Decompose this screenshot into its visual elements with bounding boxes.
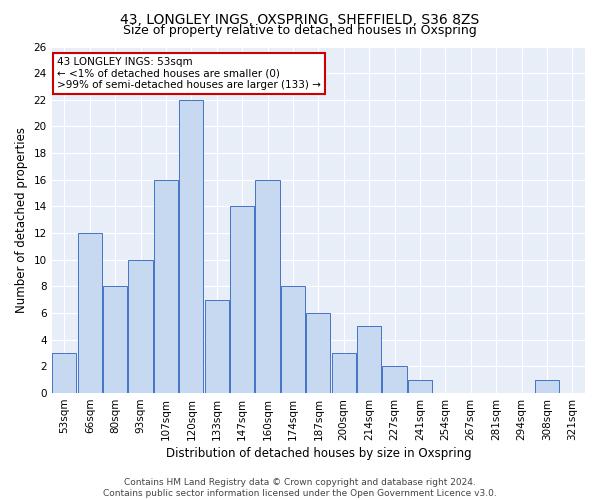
Bar xyxy=(128,260,152,393)
Text: Size of property relative to detached houses in Oxspring: Size of property relative to detached ho… xyxy=(123,24,477,37)
Bar xyxy=(230,206,254,393)
X-axis label: Distribution of detached houses by size in Oxspring: Distribution of detached houses by size … xyxy=(166,447,471,460)
Text: 43, LONGLEY INGS, OXSPRING, SHEFFIELD, S36 8ZS: 43, LONGLEY INGS, OXSPRING, SHEFFIELD, S… xyxy=(121,12,479,26)
Bar xyxy=(306,313,331,393)
Bar xyxy=(332,353,356,393)
Text: Contains HM Land Registry data © Crown copyright and database right 2024.
Contai: Contains HM Land Registry data © Crown c… xyxy=(103,478,497,498)
Bar xyxy=(52,353,76,393)
Bar xyxy=(154,180,178,393)
Bar xyxy=(281,286,305,393)
Text: 43 LONGLEY INGS: 53sqm
← <1% of detached houses are smaller (0)
>99% of semi-det: 43 LONGLEY INGS: 53sqm ← <1% of detached… xyxy=(57,57,321,90)
Bar xyxy=(382,366,407,393)
Bar xyxy=(357,326,381,393)
Bar xyxy=(535,380,559,393)
Bar xyxy=(205,300,229,393)
Bar xyxy=(77,233,102,393)
Bar xyxy=(256,180,280,393)
Bar xyxy=(103,286,127,393)
Bar xyxy=(179,100,203,393)
Bar xyxy=(408,380,432,393)
Y-axis label: Number of detached properties: Number of detached properties xyxy=(15,127,28,313)
